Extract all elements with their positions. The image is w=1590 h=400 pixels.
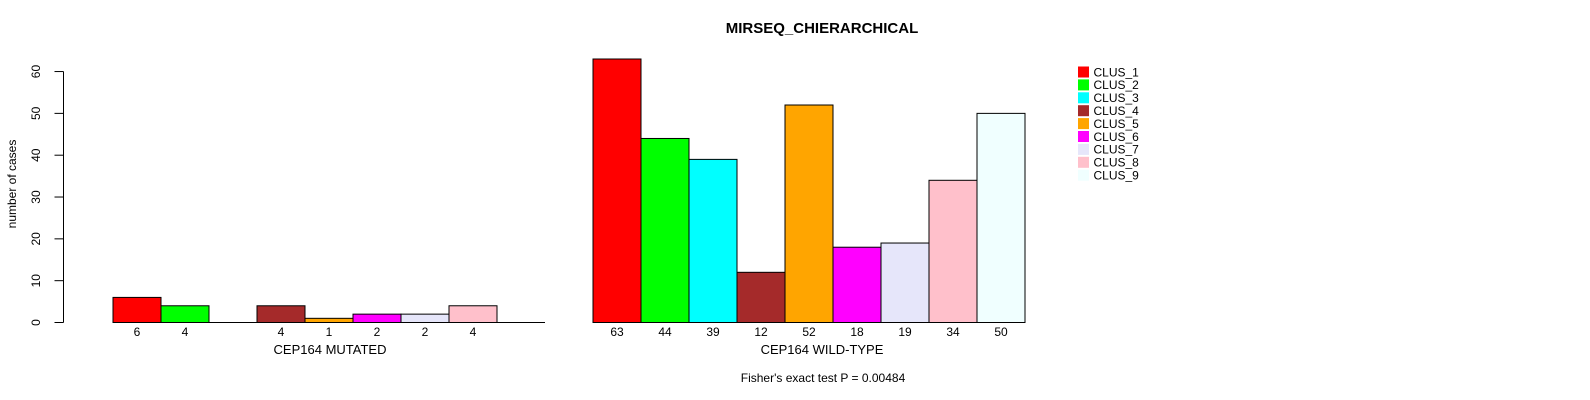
legend-label-clus_1: CLUS_1: [1094, 65, 1140, 79]
bar-value-label: 44: [658, 325, 672, 339]
bar-clus_9: [976, 112, 1026, 323]
bar-clus_1: [592, 58, 642, 323]
bar-clus_4: [256, 305, 306, 323]
bar-value-label: 4: [470, 325, 477, 339]
group-label-wildtype: CEP164 WILD-TYPE: [761, 342, 884, 357]
bar-clus_3: [688, 158, 738, 323]
bar-clus_6: [352, 313, 402, 323]
y-axis-tick-label: 30: [29, 190, 43, 204]
bar-value-label: 1: [326, 325, 333, 339]
legend-swatch-clus_7: [1078, 143, 1089, 155]
legend-label-clus_2: CLUS_2: [1094, 78, 1140, 92]
bar-clus_5: [304, 317, 354, 324]
y-axis-tick-label: 40: [29, 148, 43, 162]
bars-group-0: 6 4 4 1 2 2 4: [112, 296, 545, 339]
y-axis: 0 10 20 30 40 50 60: [29, 65, 64, 326]
legend-label-clus_5: CLUS_5: [1094, 117, 1140, 131]
y-axis-title: number of cases: [5, 140, 19, 229]
legend-swatch-clus_3: [1078, 92, 1089, 104]
legend-label-clus_7: CLUS_7: [1094, 143, 1140, 157]
legend-label-clus_6: CLUS_6: [1094, 130, 1140, 144]
footnote: Fisher's exact test P = 0.00484: [741, 371, 906, 385]
bar-clus_2: [160, 305, 210, 323]
bar-value-label: 4: [278, 325, 285, 339]
group-label-mutated: CEP164 MUTATED: [274, 342, 387, 357]
legend-label-clus_9: CLUS_9: [1094, 169, 1140, 183]
legend: CLUS_1CLUS_2CLUS_3CLUS_4CLUS_5CLUS_6CLUS…: [1078, 65, 1140, 183]
bar-value-label: 63: [610, 325, 624, 339]
legend-swatch-clus_4: [1078, 105, 1089, 117]
bar-clus_1: [112, 296, 162, 323]
y-axis-tick-label: 60: [29, 65, 43, 79]
bar-value-label: 4: [182, 325, 189, 339]
bar-clus_5: [784, 104, 834, 323]
bar-value-label: 50: [994, 325, 1008, 339]
bar-value-label: 2: [374, 325, 381, 339]
legend-swatch-clus_9: [1078, 169, 1089, 181]
legend-label-clus_3: CLUS_3: [1094, 91, 1140, 105]
bar-clus_8: [448, 305, 498, 323]
bar-clus_7: [880, 242, 930, 324]
bars-group-1: 63 44 39 12 52 18 19 34 50: [592, 58, 1026, 339]
y-axis-tick-label: 20: [29, 232, 43, 246]
bar-clus_6: [832, 246, 882, 323]
legend-label-clus_4: CLUS_4: [1094, 104, 1140, 118]
legend-label-clus_8: CLUS_8: [1094, 156, 1140, 170]
bar-clus_8: [928, 179, 978, 323]
bar-value-label: 12: [754, 325, 768, 339]
y-axis-tick-label: 50: [29, 106, 43, 120]
chart-title: MIRSEQ_CHIERARCHICAL: [726, 20, 919, 37]
bar-value-label: 34: [946, 325, 960, 339]
legend-swatch-clus_8: [1078, 156, 1089, 168]
legend-swatch-clus_1: [1078, 66, 1089, 78]
legend-swatch-clus_5: [1078, 118, 1089, 130]
bar-value-label: 19: [898, 325, 912, 339]
bar-clus_4: [736, 271, 786, 323]
bar-value-label: 52: [802, 325, 816, 339]
y-axis-tick-label: 10: [29, 274, 43, 288]
bar-value-label: 2: [422, 325, 429, 339]
bar-value-label: 6: [134, 325, 141, 339]
bar-value-label: 18: [850, 325, 864, 339]
bar-clus_7: [400, 313, 450, 323]
legend-swatch-clus_6: [1078, 131, 1089, 142]
bar-clus_2: [640, 137, 690, 323]
legend-swatch-clus_2: [1078, 79, 1089, 91]
bar-value-label: 39: [706, 325, 720, 339]
y-axis-tick-label: 0: [29, 319, 43, 326]
